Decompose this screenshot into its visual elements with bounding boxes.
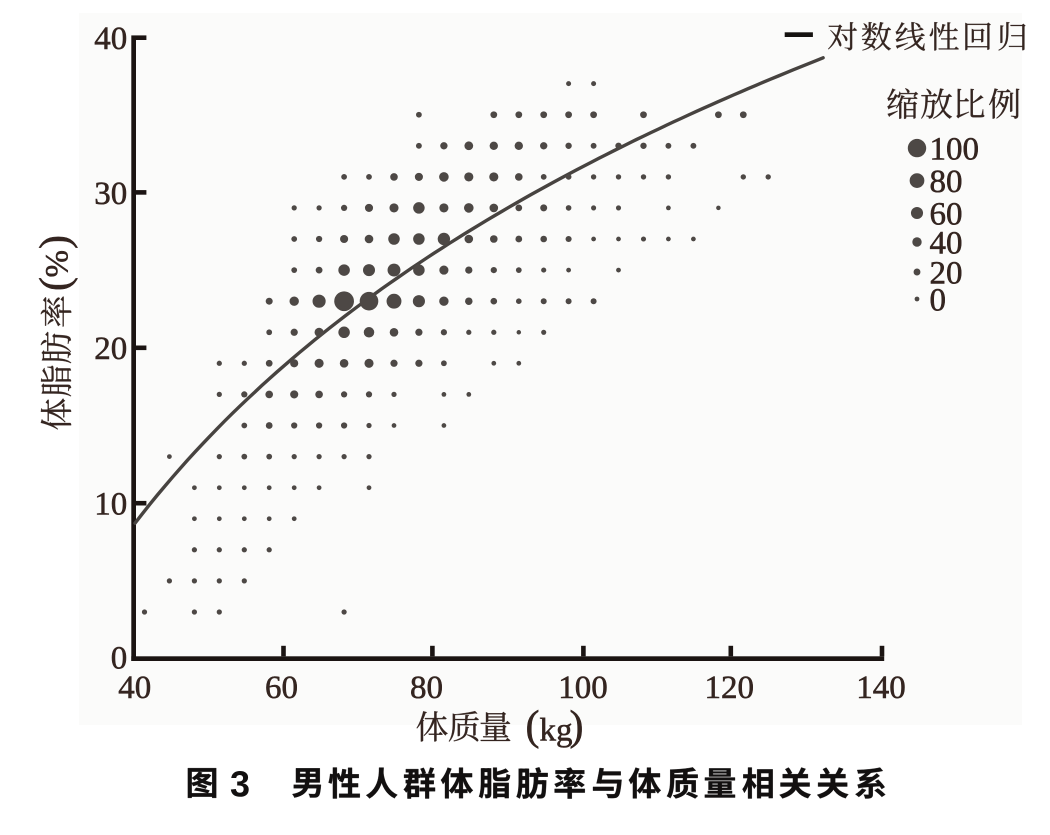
svg-text:40: 40: [94, 21, 127, 57]
svg-text:100: 100: [930, 132, 980, 168]
svg-text:140: 140: [856, 670, 906, 706]
svg-text:40: 40: [930, 225, 963, 261]
svg-text:20: 20: [94, 331, 127, 367]
svg-text:kg: kg: [540, 713, 573, 749]
svg-text:120: 120: [705, 670, 755, 706]
svg-text:(: (: [33, 277, 79, 291]
svg-text:60: 60: [265, 670, 298, 706]
svg-text:60: 60: [930, 196, 963, 232]
svg-text:): ): [570, 704, 584, 750]
svg-text:30: 30: [94, 176, 127, 212]
svg-text:40: 40: [118, 670, 151, 706]
svg-text:20: 20: [930, 255, 963, 291]
svg-text:80: 80: [930, 164, 963, 200]
svg-text:100: 100: [558, 670, 608, 706]
svg-text:): ): [33, 235, 79, 249]
svg-text:3: 3: [230, 764, 250, 805]
svg-text:%: %: [39, 250, 75, 278]
svg-text:0: 0: [930, 282, 947, 318]
svg-text:10: 10: [94, 486, 127, 522]
svg-text:80: 80: [410, 670, 443, 706]
svg-text:0: 0: [111, 640, 128, 676]
svg-text:(: (: [526, 704, 540, 750]
